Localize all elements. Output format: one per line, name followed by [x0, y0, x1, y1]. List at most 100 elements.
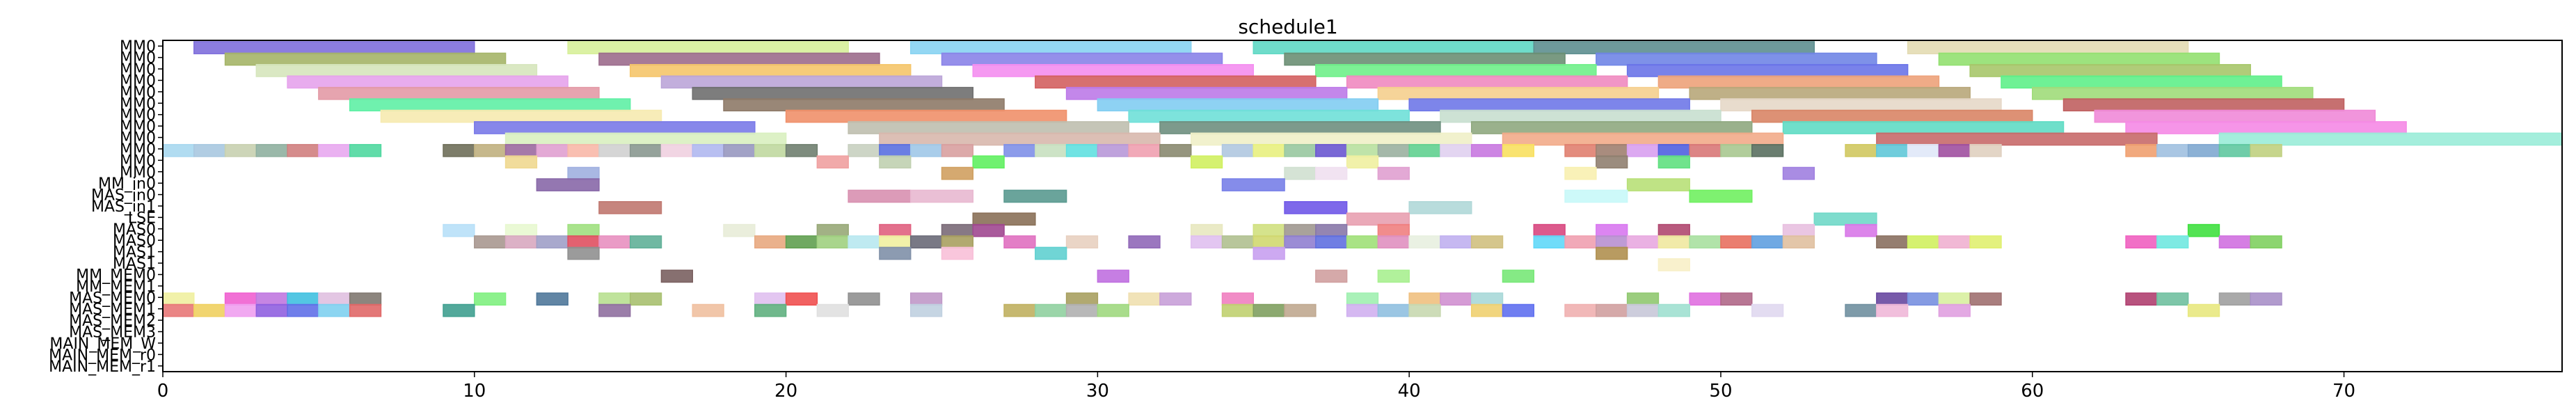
y-tick-label: MAS_MEM0 [69, 290, 156, 307]
task-bar-155 [1782, 223, 1815, 237]
task-bar-254 [598, 303, 631, 317]
task-bar-219 [474, 292, 507, 306]
task-bar-49 [879, 132, 1161, 146]
task-bar-176 [1253, 235, 1285, 248]
task-bar-58 [287, 143, 319, 157]
task-bar-250 [287, 303, 319, 317]
task-bar-117 [1657, 155, 1690, 169]
task-bar-268 [1408, 303, 1441, 317]
task-bar-261 [1065, 303, 1099, 317]
task-bar-63 [504, 143, 538, 157]
task-bar-85 [1284, 143, 1317, 157]
task-bar-36 [380, 109, 662, 123]
task-bar-142 [723, 223, 756, 237]
task-bar-147 [1190, 223, 1223, 237]
task-bar-45 [1470, 121, 1753, 134]
task-bar-218 [349, 292, 382, 306]
task-bar-196 [1969, 235, 2002, 248]
task-bar-194 [1907, 235, 1940, 248]
y-tick-label: MAS_in1 [91, 198, 156, 216]
task-bar-206 [1596, 246, 1628, 260]
task-bar-270 [1502, 303, 1535, 317]
task-bar-259 [1003, 303, 1036, 317]
task-bar-211 [1377, 269, 1410, 283]
task-bar-246 [162, 303, 195, 317]
task-bar-125 [536, 178, 600, 191]
task-bar-77 [1003, 143, 1036, 157]
task-bar-101 [1876, 143, 1909, 157]
task-bar-170 [941, 235, 974, 248]
task-bar-278 [1938, 303, 1971, 317]
task-bar-192 [1782, 235, 1815, 248]
task-bar-40 [1751, 109, 2033, 123]
task-bar-111 [816, 155, 849, 169]
y-tick-label: MM0 [120, 107, 156, 125]
task-bar-43 [848, 121, 1129, 134]
task-bar-216 [287, 292, 319, 306]
task-bar-178 [1315, 235, 1348, 248]
task-bar-173 [1128, 235, 1161, 248]
task-bar-132 [1689, 189, 1753, 203]
task-bar-23 [2001, 75, 2282, 89]
task-bar-182 [1440, 235, 1472, 248]
task-bar-50 [1190, 132, 1472, 146]
task-bar-32 [1097, 98, 1379, 112]
task-bar-27 [1377, 86, 1660, 100]
task-bar-249 [255, 303, 288, 317]
task-bar-60 [349, 143, 382, 157]
task-bar-203 [941, 246, 974, 260]
task-bar-187 [1626, 235, 1660, 248]
task-bar-53 [2218, 132, 2563, 146]
task-bar-224 [785, 292, 818, 306]
task-bar-66 [598, 143, 631, 157]
task-bar-102 [1907, 143, 1940, 157]
task-bar-167 [848, 235, 880, 248]
task-bar-87 [1346, 143, 1379, 157]
task-bar-175 [1221, 235, 1255, 248]
task-bar-19 [660, 75, 943, 89]
task-bar-127 [1626, 178, 1690, 191]
task-bar-7 [598, 52, 880, 66]
task-bar-179 [1346, 235, 1379, 248]
task-bar-57 [255, 143, 288, 157]
task-bar-162 [598, 235, 631, 248]
x-tick-label: 20 [774, 381, 797, 402]
task-bar-25 [692, 86, 974, 100]
task-bar-89 [1408, 143, 1441, 157]
task-bar-120 [1284, 166, 1317, 180]
task-bar-59 [318, 143, 351, 157]
task-bar-108 [2218, 143, 2251, 157]
task-bar-263 [1221, 303, 1255, 317]
chart-title: schedule1 [1238, 15, 1337, 38]
task-bar-5 [1907, 41, 2189, 54]
task-bar-177 [1284, 235, 1317, 248]
task-bar-245 [2250, 292, 2282, 306]
task-bar-11 [1938, 52, 2220, 66]
task-bar-247 [193, 303, 226, 317]
y-tick-label: MAS1 [113, 244, 156, 262]
task-bar-31 [723, 98, 1005, 112]
task-bar-106 [2156, 143, 2189, 157]
task-bar-104 [1969, 143, 2002, 157]
task-bar-64 [536, 143, 569, 157]
y-tick-label: MAS_MEM2 [69, 312, 156, 330]
task-bar-149 [1284, 223, 1317, 237]
task-bar-42 [474, 121, 756, 134]
task-bar-137 [1346, 212, 1410, 226]
task-bar-136 [972, 212, 1036, 226]
task-bar-73 [848, 143, 880, 157]
y-tick-label: MM_MEM1 [76, 278, 156, 296]
task-bar-226 [909, 292, 943, 306]
task-bar-253 [443, 303, 475, 317]
task-bar-166 [816, 235, 849, 248]
y-tick-label: MAS_in0 [91, 187, 156, 205]
task-bar-139 [443, 223, 475, 237]
task-bar-10 [1596, 52, 1877, 66]
task-bar-46 [1782, 121, 2065, 134]
task-bar-93 [1564, 143, 1597, 157]
task-bar-241 [1969, 292, 2002, 306]
task-bar-262 [1097, 303, 1129, 317]
task-bar-41 [2094, 109, 2376, 123]
y-tick-label: MM0 [120, 50, 156, 68]
task-bar-122 [1377, 166, 1410, 180]
